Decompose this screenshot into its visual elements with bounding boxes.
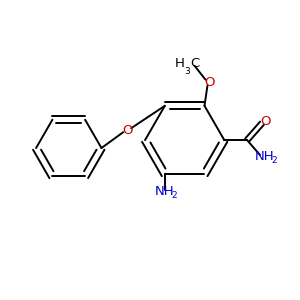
Text: O: O xyxy=(261,115,271,128)
Text: NH: NH xyxy=(155,185,175,198)
Text: O: O xyxy=(122,124,133,137)
Text: 3: 3 xyxy=(185,67,191,76)
Text: NH: NH xyxy=(255,150,275,164)
Text: H: H xyxy=(175,57,185,70)
Text: 2: 2 xyxy=(171,191,177,200)
Text: 2: 2 xyxy=(271,156,277,165)
Text: O: O xyxy=(204,76,215,89)
Text: C: C xyxy=(190,57,200,70)
